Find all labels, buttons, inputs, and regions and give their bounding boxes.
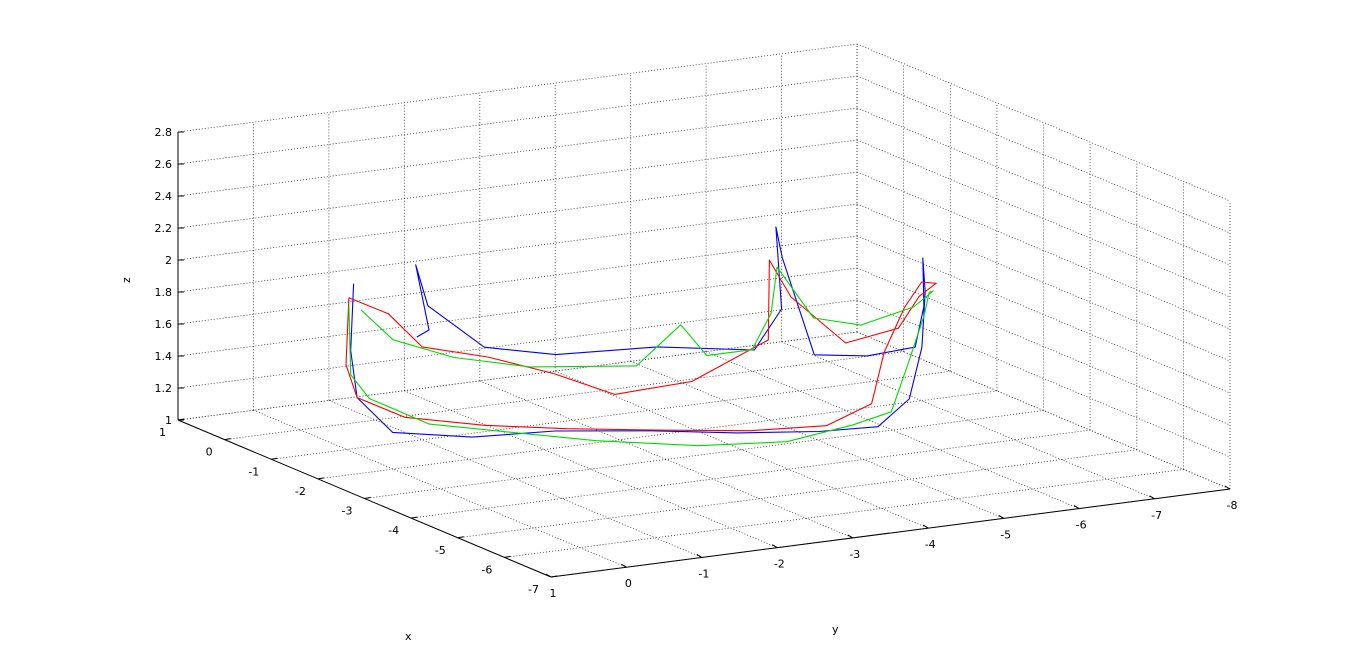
y-tick-mark [922,524,929,529]
floor-grid-line [364,410,1044,499]
x-tick-label: -2 [295,485,306,498]
back-wall-grid-line [177,267,858,357]
x-axis-label: x [405,630,412,643]
y-tick-label: -7 [1151,509,1162,522]
right-wall-grid-line [856,43,1231,202]
y-tick-mark [1149,495,1155,500]
z-tick-label: 2.6 [155,158,173,171]
y-tick-label: -1 [698,567,709,580]
back-wall-grid-line [177,75,858,165]
y-tick-mark [998,514,1004,519]
floor-grid-line [271,370,951,460]
x-tick-mark [504,555,511,558]
y-tick-label: -5 [1000,528,1011,541]
x-tick-mark [317,477,324,480]
back-wall-grid-line [177,331,858,421]
floor-grid-line [224,351,904,440]
floor-grid-line [411,429,1091,519]
z-axis-label: z [120,277,133,283]
right-wall-grid-line [856,299,1231,458]
tick-layer: 1 1.2 1.4 1.6 1.8 2 2.2 2.4 2.6 2.8 1 0 -1 -2 -3 -4 -5 -6… [155,126,1238,600]
x-tick-mark [224,438,231,441]
right-wall-grid-line [856,203,1231,362]
x-tick-label: -3 [342,505,353,518]
z-tick-label: 1.8 [155,286,173,299]
z-tick-label: 1 [165,414,172,427]
x-tick-mark [550,575,558,578]
series-line-2 [345,259,937,432]
back-wall-grid-line [177,139,858,229]
x-tick-mark [271,457,278,460]
back-wall-grid-line [177,203,858,293]
y-tick-label: 1 [550,587,557,600]
y-tick-label: -8 [1227,499,1238,512]
z-tick-label: 2.8 [155,126,173,139]
back-wall-grid-line [177,171,858,261]
x-tick-label: -4 [388,524,399,537]
y-tick-mark [847,534,854,539]
x-tick-label: -6 [481,563,492,576]
y-tick-label: -4 [925,538,936,551]
back-wall-grid-line [177,235,858,325]
back-wall-grid-line [177,107,858,197]
back-wall-grid-line [177,299,858,389]
y-tick-mark [621,563,627,568]
x-tick-label: -5 [435,544,446,557]
series-line-3 [348,266,934,447]
series-layer [345,226,937,447]
y-tick-mark [772,544,778,549]
y-tick-mark [1224,485,1231,490]
z-tick-label: 1.4 [155,350,173,363]
axis-layer [177,132,1231,578]
floor-grid-line [504,469,1184,558]
series-line-1 [350,226,926,438]
x-tick-label: -1 [248,465,259,478]
x-tick-mark [177,418,185,421]
back-wall-grid-line [177,43,858,133]
floor-grid-line [555,370,929,529]
z-tick-label: 2.4 [155,190,173,203]
z-tick-label: 1.2 [155,382,173,395]
right-wall-grid-line [856,107,1231,266]
x-tick-mark [411,516,418,519]
z-tick-label: 2 [165,254,172,267]
floor-grid-line [479,380,853,539]
grid-layer [177,43,1231,578]
z-tick-label: 2.2 [155,222,173,235]
x-tick-mark [364,497,371,499]
x-tick-label: -7 [528,583,539,596]
x-tick-mark [457,536,464,539]
floor-grid-line [457,449,1137,539]
x-tick-label: 1 [159,426,166,439]
y-tick-label: -2 [774,558,785,571]
y-tick-mark [545,573,552,578]
y-tick-mark [1073,505,1080,510]
y-axis-line [550,488,1231,578]
y-tick-label: 0 [625,577,632,590]
x-tick-label: 0 [206,446,213,459]
z-tick-label: 1.6 [155,318,173,331]
y-tick-label: -6 [1076,519,1087,532]
y-tick-label: -3 [849,548,860,561]
floor-grid-line [317,390,997,480]
y-axis-label: y [832,623,839,636]
y-tick-mark [696,553,703,558]
floor-grid-line [328,400,703,558]
